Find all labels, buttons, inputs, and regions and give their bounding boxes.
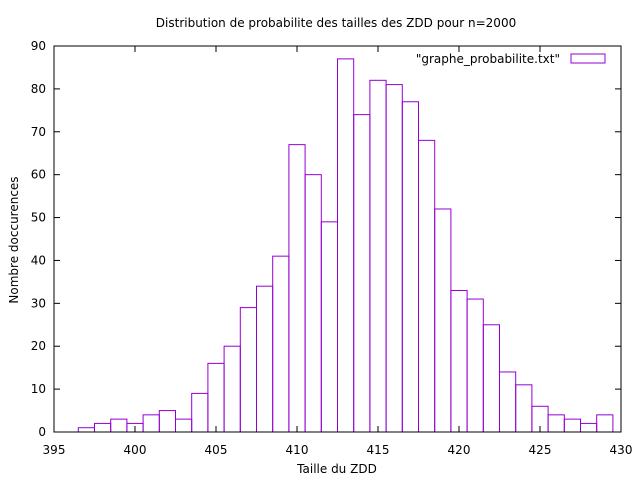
histogram-bar [596, 414, 614, 433]
y-tick-label: 80 [31, 82, 46, 96]
y-tick-label: 70 [31, 125, 46, 139]
y-tick-label: 90 [31, 39, 46, 53]
legend: "graphe_probabilite.txt" [416, 52, 606, 66]
histogram-bar [353, 114, 371, 433]
histogram-bar [547, 414, 565, 433]
histogram-bar [401, 101, 419, 433]
histogram-bar [482, 324, 500, 433]
histogram-bar [304, 174, 322, 433]
histogram-bar [434, 208, 452, 433]
histogram-bar [337, 58, 355, 433]
y-axis-label: Nombre doccurences [7, 176, 21, 303]
histogram-bar [223, 345, 241, 433]
histogram-bar [110, 418, 128, 433]
histogram-bar [563, 418, 581, 433]
x-tick-label: 395 [43, 443, 66, 457]
legend-label: "graphe_probabilite.txt" [416, 52, 560, 66]
histogram-bar [239, 307, 258, 433]
histogram-bar [418, 139, 436, 433]
y-tick-label: 50 [31, 211, 46, 225]
legend-swatch [570, 53, 606, 64]
x-axis-label: Taille du ZDD [296, 462, 377, 476]
histogram-bar [77, 427, 96, 433]
x-tick-label: 430 [610, 443, 633, 457]
x-tick-label: 415 [367, 443, 390, 457]
y-tick-label: 10 [31, 382, 46, 396]
histogram-bar [320, 221, 338, 433]
y-tick-label: 30 [31, 296, 46, 310]
plot-frame [53, 45, 622, 433]
histogram-bar [175, 418, 193, 433]
y-tick-label: 0 [38, 425, 46, 439]
histogram-bar [272, 255, 290, 433]
histogram-bar [580, 422, 598, 433]
y-tick-label: 20 [31, 339, 46, 353]
y-tick-label: 60 [31, 168, 46, 182]
histogram-bar [385, 84, 403, 433]
x-tick-label: 410 [286, 443, 309, 457]
histogram-bar [499, 371, 517, 433]
x-tick-label: 405 [205, 443, 228, 457]
histogram-bar [288, 144, 306, 433]
histogram-bar [466, 298, 484, 433]
x-tick-label: 400 [124, 443, 147, 457]
histogram-bar [515, 384, 533, 433]
histogram-bar [142, 414, 160, 433]
histogram-bar [207, 362, 225, 433]
x-tick-label: 420 [448, 443, 471, 457]
y-axis-ticks: 0 10 20 30 40 50 60 70 80 90 [31, 39, 621, 439]
x-tick-label: 425 [529, 443, 552, 457]
histogram-bar [369, 79, 387, 433]
histogram-bar [94, 422, 112, 433]
histogram-bar [256, 285, 274, 433]
histogram-bar [450, 289, 468, 433]
chart-title: Distribution de probabilite des tailles … [156, 16, 516, 30]
bars-group [77, 58, 614, 433]
histogram-bar [191, 392, 209, 433]
histogram-bar [158, 410, 177, 433]
y-tick-label: 40 [31, 253, 46, 267]
x-axis-ticks: 395 400 405 410 415 420 425 430 [43, 46, 633, 457]
